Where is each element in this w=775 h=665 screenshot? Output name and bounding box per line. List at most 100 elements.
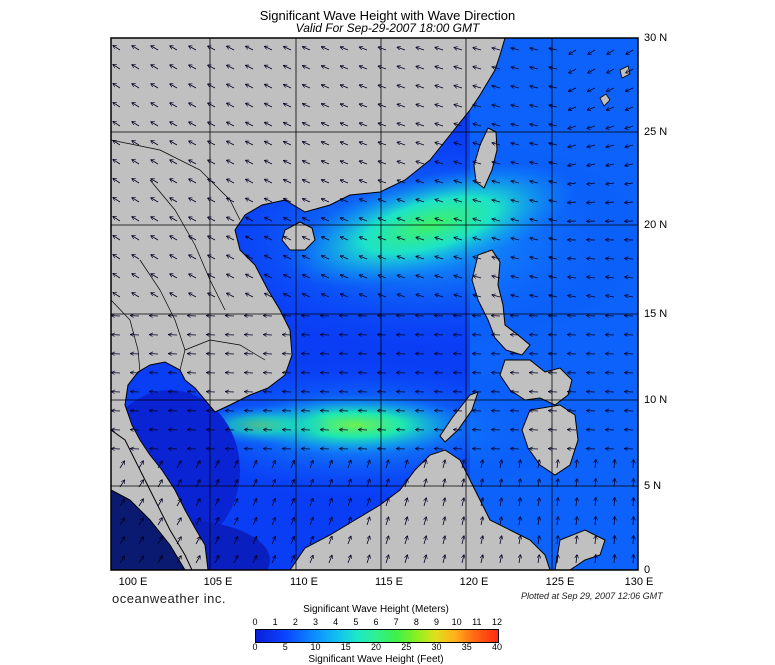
wave-arrow	[530, 257, 539, 259]
wave-arrow	[265, 256, 273, 260]
wave-arrow	[119, 537, 124, 545]
wave-arrow	[557, 460, 558, 469]
wave-arrow	[322, 66, 330, 70]
wave-arrow	[208, 46, 216, 51]
wave-arrow	[132, 274, 140, 279]
wave-arrow	[151, 236, 159, 241]
wave-arrow	[132, 217, 140, 222]
wave-arrow	[132, 122, 140, 127]
wave-arrow	[246, 293, 254, 298]
wave-arrow	[246, 103, 254, 108]
wave-arrow	[360, 237, 368, 241]
wave-arrow	[379, 180, 387, 184]
wave-arrow	[473, 124, 482, 126]
wave-arrow	[530, 124, 539, 126]
wave-arrow	[481, 460, 483, 469]
wave-arrow	[347, 537, 351, 545]
lon-label-100e: 100 E	[118, 576, 148, 588]
land-sulawesi	[554, 529, 606, 570]
wave-arrow	[265, 199, 273, 203]
wave-arrow	[405, 517, 407, 526]
wave-arrow	[246, 46, 254, 51]
wave-arrow	[443, 498, 445, 507]
wave-arrow	[252, 537, 257, 545]
wave-arrow	[625, 164, 634, 166]
wave-arrow	[519, 555, 520, 564]
lon-label-115e: 115 E	[375, 576, 403, 588]
wave-arrow	[519, 536, 520, 545]
wave-arrow	[113, 160, 121, 165]
wave-arrow	[557, 517, 558, 526]
wave-arrow	[208, 122, 216, 127]
wave-arrow	[366, 536, 370, 545]
wave-arrow	[538, 517, 539, 526]
wave-arrow	[246, 84, 254, 89]
wave-arrow	[366, 555, 370, 564]
wave-arrow	[473, 257, 482, 259]
wave-arrow	[379, 237, 387, 241]
wave-arrow	[386, 536, 389, 545]
wave-arrow	[227, 103, 235, 108]
wave-arrow	[405, 555, 407, 564]
wave-arrow	[398, 294, 406, 298]
wave-arrow	[113, 255, 121, 260]
wave-arrow	[303, 161, 311, 165]
wave-arrow	[189, 65, 197, 70]
wave-arrow	[386, 555, 389, 564]
wave-arrow	[113, 141, 121, 146]
wave-arrow	[151, 103, 159, 108]
wave-arrow	[151, 217, 159, 222]
plotted-timestamp: Plotted at Sep 29, 2007 12:06 GMT	[521, 591, 663, 601]
wave-arrow	[176, 499, 181, 507]
wave-arrow	[435, 143, 444, 146]
wave-arrow	[607, 49, 615, 54]
wave-arrow	[265, 218, 273, 222]
wave-arrow	[208, 160, 216, 165]
wave-arrow	[170, 179, 178, 184]
wave-arrow	[113, 274, 121, 279]
wave-arrow	[492, 276, 501, 278]
feet-tick-label: 0	[252, 642, 258, 652]
wave-arrow	[322, 294, 330, 298]
wave-arrow	[113, 236, 121, 241]
wave-arrow	[492, 200, 501, 202]
land-china-indochina	[111, 38, 506, 570]
wave-arrow	[322, 275, 330, 279]
wave-arrow	[379, 256, 387, 260]
wave-arrow	[473, 238, 482, 240]
wave-arrow	[284, 85, 292, 89]
wave-arrow	[568, 296, 577, 298]
wave-arrow	[530, 86, 539, 88]
wave-arrow	[176, 537, 181, 545]
wave-arrow	[614, 536, 615, 545]
feet-tick-label: 5	[282, 642, 288, 652]
wave-arrow	[341, 85, 349, 89]
wave-arrow	[195, 499, 200, 507]
wave-arrow	[189, 255, 197, 260]
wave-arrow	[435, 257, 444, 260]
wave-arrow	[347, 499, 351, 507]
wave-arrow	[195, 518, 200, 526]
wave-arrow	[157, 556, 162, 564]
wave-arrow	[435, 181, 444, 184]
feet-tick-label: 10	[310, 642, 321, 652]
wave-arrow	[511, 200, 520, 202]
wave-arrow	[500, 555, 502, 564]
wave-arrow	[606, 296, 615, 298]
wave-arrow	[322, 256, 330, 260]
land-ryukyu	[599, 65, 631, 107]
lon-label-120e: 120 E	[459, 576, 489, 588]
wave-arrow	[132, 103, 140, 108]
wave-arrow	[614, 460, 615, 469]
wave-arrow	[138, 518, 143, 526]
wave-arrow	[473, 295, 482, 297]
wave-arrow	[303, 47, 311, 51]
wave-arrow	[227, 255, 235, 260]
wave-arrow	[347, 461, 351, 469]
wave-arrow	[435, 238, 444, 241]
wave-arrow	[303, 275, 311, 279]
wave-arrow	[633, 498, 634, 507]
wave-arrow	[511, 276, 520, 278]
wave-arrow	[473, 48, 482, 50]
wave-arrow	[588, 68, 596, 73]
